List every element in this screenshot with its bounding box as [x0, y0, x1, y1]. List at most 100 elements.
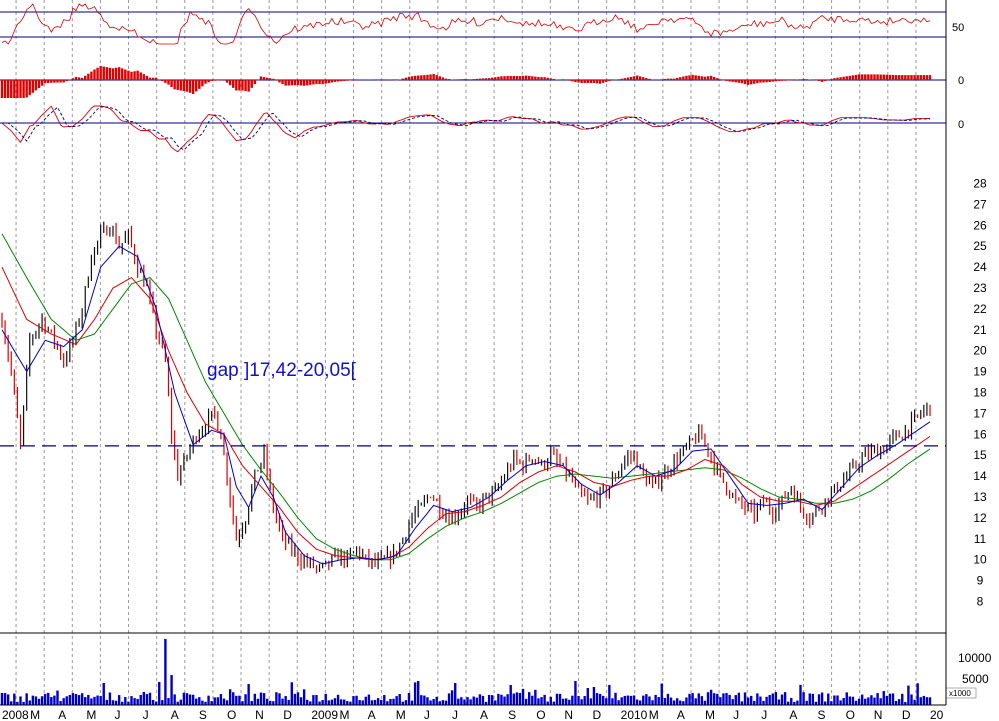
price-axis-ticks: 8 9 10 11 12 13 14 15 16 17 18 19 20 21 22 23 24 25 26 27 28: [973, 177, 987, 609]
price-tick-label: 19: [973, 365, 987, 379]
histogram-bar: [148, 77, 152, 80]
volume-bar: [790, 697, 793, 705]
volume-bar: [528, 692, 531, 705]
price-tick-label: 28: [973, 177, 987, 191]
moving-average-mid: [1, 266, 931, 561]
volume-bar: [601, 695, 605, 705]
histogram-bar: [697, 75, 700, 80]
volume-bar: [336, 694, 340, 705]
volume-bar: [617, 700, 620, 705]
volume-bar: [158, 682, 161, 705]
oscillator-line: [1, 3, 931, 45]
volume-bar: [469, 699, 472, 705]
volume-bar: [275, 692, 278, 705]
histogram-bar: [571, 80, 574, 82]
histogram-bar: [928, 75, 932, 80]
volume-bar: [117, 695, 121, 705]
volume-bar: [654, 694, 657, 705]
volume-bar: [312, 695, 315, 705]
histogram-bar: [275, 80, 278, 81]
histogram-bar: [121, 68, 124, 80]
histogram-bar: [87, 73, 90, 80]
volume-bar: [53, 695, 56, 705]
histogram-bar: [817, 80, 821, 82]
volume-bar: [580, 699, 583, 705]
histogram-bar: [336, 80, 340, 82]
volume-bar: [124, 697, 127, 705]
histogram-bar: [561, 79, 565, 80]
histogram-bar: [59, 80, 62, 83]
volume-bar: [250, 700, 253, 705]
histogram-bar: [65, 80, 68, 82]
histogram-bar: [907, 75, 910, 80]
volume-bar: [417, 681, 420, 705]
histogram-bar: [136, 70, 139, 80]
histogram-bar: [823, 80, 827, 81]
volume-bar: [105, 699, 109, 705]
volume-bar: [598, 693, 602, 705]
volume-bar: [238, 695, 241, 705]
histogram-bar: [435, 75, 438, 80]
volume-bar: [179, 699, 183, 705]
volume-bar: [176, 701, 179, 705]
histogram-bar: [759, 80, 762, 83]
volume-bar: [148, 692, 152, 705]
x-tick-label: M: [649, 708, 659, 721]
volume-bar: [219, 694, 223, 705]
histogram-bar: [682, 76, 685, 80]
volume-bar: [725, 692, 728, 705]
histogram-bar: [675, 77, 679, 80]
histogram-bar: [401, 78, 404, 80]
volume-bar: [873, 697, 876, 705]
price-tick-label: 26: [973, 218, 987, 232]
histogram-bar: [799, 79, 802, 80]
histogram-bar: [31, 80, 35, 93]
volume-bar: [922, 695, 926, 705]
histogram-bar: [191, 80, 195, 94]
volume-bar: [355, 695, 358, 705]
histogram-bar: [179, 80, 183, 91]
histogram-bar: [475, 78, 478, 80]
x-tick-label: A: [480, 708, 488, 721]
histogram-bar: [679, 77, 682, 80]
histogram-bar: [466, 79, 469, 80]
volume-bar: [247, 684, 250, 705]
volume-bar: [919, 697, 922, 705]
histogram-bar: [238, 80, 241, 91]
volume-bar: [740, 701, 744, 705]
histogram-bar: [666, 78, 670, 80]
histogram-bar: [765, 80, 768, 83]
volume-bar: [151, 700, 155, 705]
x-tick-label: A: [789, 708, 797, 721]
volume-bar: [762, 700, 765, 705]
volume-bar: [540, 697, 543, 705]
histogram-bar: [518, 76, 522, 80]
histogram-bar: [130, 71, 133, 80]
volume-bar: [728, 694, 731, 705]
volume-bar: [577, 696, 580, 705]
histogram-bar: [842, 76, 845, 80]
histogram-bar: [830, 79, 833, 80]
x-tick-label: M: [705, 708, 715, 721]
histogram-bar: [478, 78, 482, 80]
histogram-bar: [404, 77, 408, 80]
x-tick-label: M: [86, 708, 96, 721]
histogram-bar: [577, 80, 580, 83]
volume-bar: [759, 696, 762, 705]
volume-bar: [389, 698, 392, 705]
volume-bar: [777, 699, 781, 705]
price-tick-label: 27: [973, 197, 987, 211]
histogram-bar: [672, 78, 676, 80]
volume-bar: [429, 700, 432, 705]
volume-bar: [484, 701, 488, 705]
volume-bar: [299, 697, 303, 705]
histogram-bar: [531, 76, 534, 80]
volume-bar: [487, 694, 491, 705]
volume-bar: [885, 695, 889, 705]
volume-bar: [669, 697, 673, 705]
x-tick-label: J: [143, 708, 149, 721]
histogram-bar: [142, 74, 146, 80]
histogram-bar: [185, 80, 189, 92]
volume-bar: [543, 694, 546, 705]
price-tick-label: 10: [973, 553, 987, 567]
